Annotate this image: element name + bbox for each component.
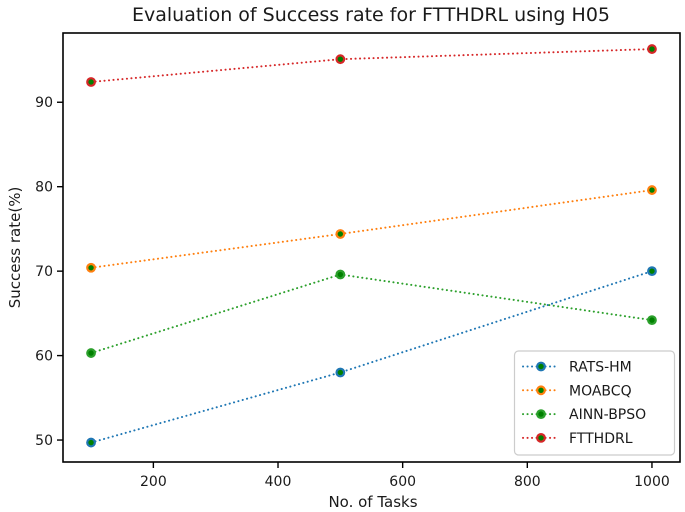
y-tick-label: 80 <box>35 180 53 196</box>
legend: RATS-HM MOABCQ AINN-BPSO FTTHDRL <box>513 350 676 456</box>
x-tick-label: 600 <box>389 474 416 490</box>
y-tick-label: 70 <box>35 264 53 280</box>
data-point-RATS-HM <box>335 367 346 378</box>
legend-entry-MOABCQ: MOABCQ <box>522 383 632 399</box>
data-point-MOABCQ <box>86 262 96 273</box>
legend-entry-AINN-BPSO: AINN-BPSO <box>522 407 646 423</box>
x-tick-label: 1000 <box>634 474 670 490</box>
x-tick-label: 800 <box>514 474 541 490</box>
legend-box <box>513 350 676 456</box>
legend-marker <box>536 385 546 396</box>
data-point-FTTHDRL <box>647 44 657 54</box>
data-point-FTTHDRL <box>335 54 346 65</box>
y-tick-label: 90 <box>35 95 53 111</box>
series-line-MOABCQ <box>90 189 653 269</box>
legend-entry-FTTHDRL: FTTHDRL <box>522 431 633 447</box>
y-tick-label: 50 <box>35 433 53 449</box>
series-line-AINN-BPSO <box>90 273 653 355</box>
series-line-FTTHDRL <box>90 48 653 83</box>
data-point-AINN-BPSO <box>647 315 657 326</box>
legend-label: FTTHDRL <box>569 431 633 447</box>
chart-title: Evaluation of Success rate for FTTHDRL u… <box>132 4 610 26</box>
data-point-RATS-HM <box>647 266 657 277</box>
legend-entry-RATS-HM: RATS-HM <box>522 360 632 376</box>
x-axis-label: No. of Tasks <box>328 493 417 511</box>
x-tick-label: 400 <box>265 474 292 490</box>
series-group <box>86 44 657 448</box>
series-line-RATS-HM <box>90 270 653 444</box>
data-point-RATS-HM <box>86 437 96 448</box>
y-axis-ticks: 50 60 70 80 90 <box>35 95 63 449</box>
legend-label: AINN-BPSO <box>569 407 646 423</box>
legend-marker <box>536 433 546 443</box>
x-tick-label: 200 <box>140 474 167 490</box>
x-axis-ticks: 200 400 600 800 1000 <box>140 462 670 490</box>
y-tick-label: 60 <box>35 349 53 365</box>
legend-marker <box>536 361 546 372</box>
legend-marker <box>536 409 546 420</box>
y-axis-label: Success rate(%) <box>6 187 24 309</box>
plot-area <box>62 32 681 463</box>
data-point-MOABCQ <box>335 229 346 239</box>
legend-label: MOABCQ <box>569 383 632 399</box>
data-point-MOABCQ <box>647 185 657 195</box>
data-point-AINN-BPSO <box>86 348 96 358</box>
legend-label: RATS-HM <box>569 360 632 376</box>
data-point-AINN-BPSO <box>335 269 346 280</box>
data-point-FTTHDRL <box>86 77 96 87</box>
